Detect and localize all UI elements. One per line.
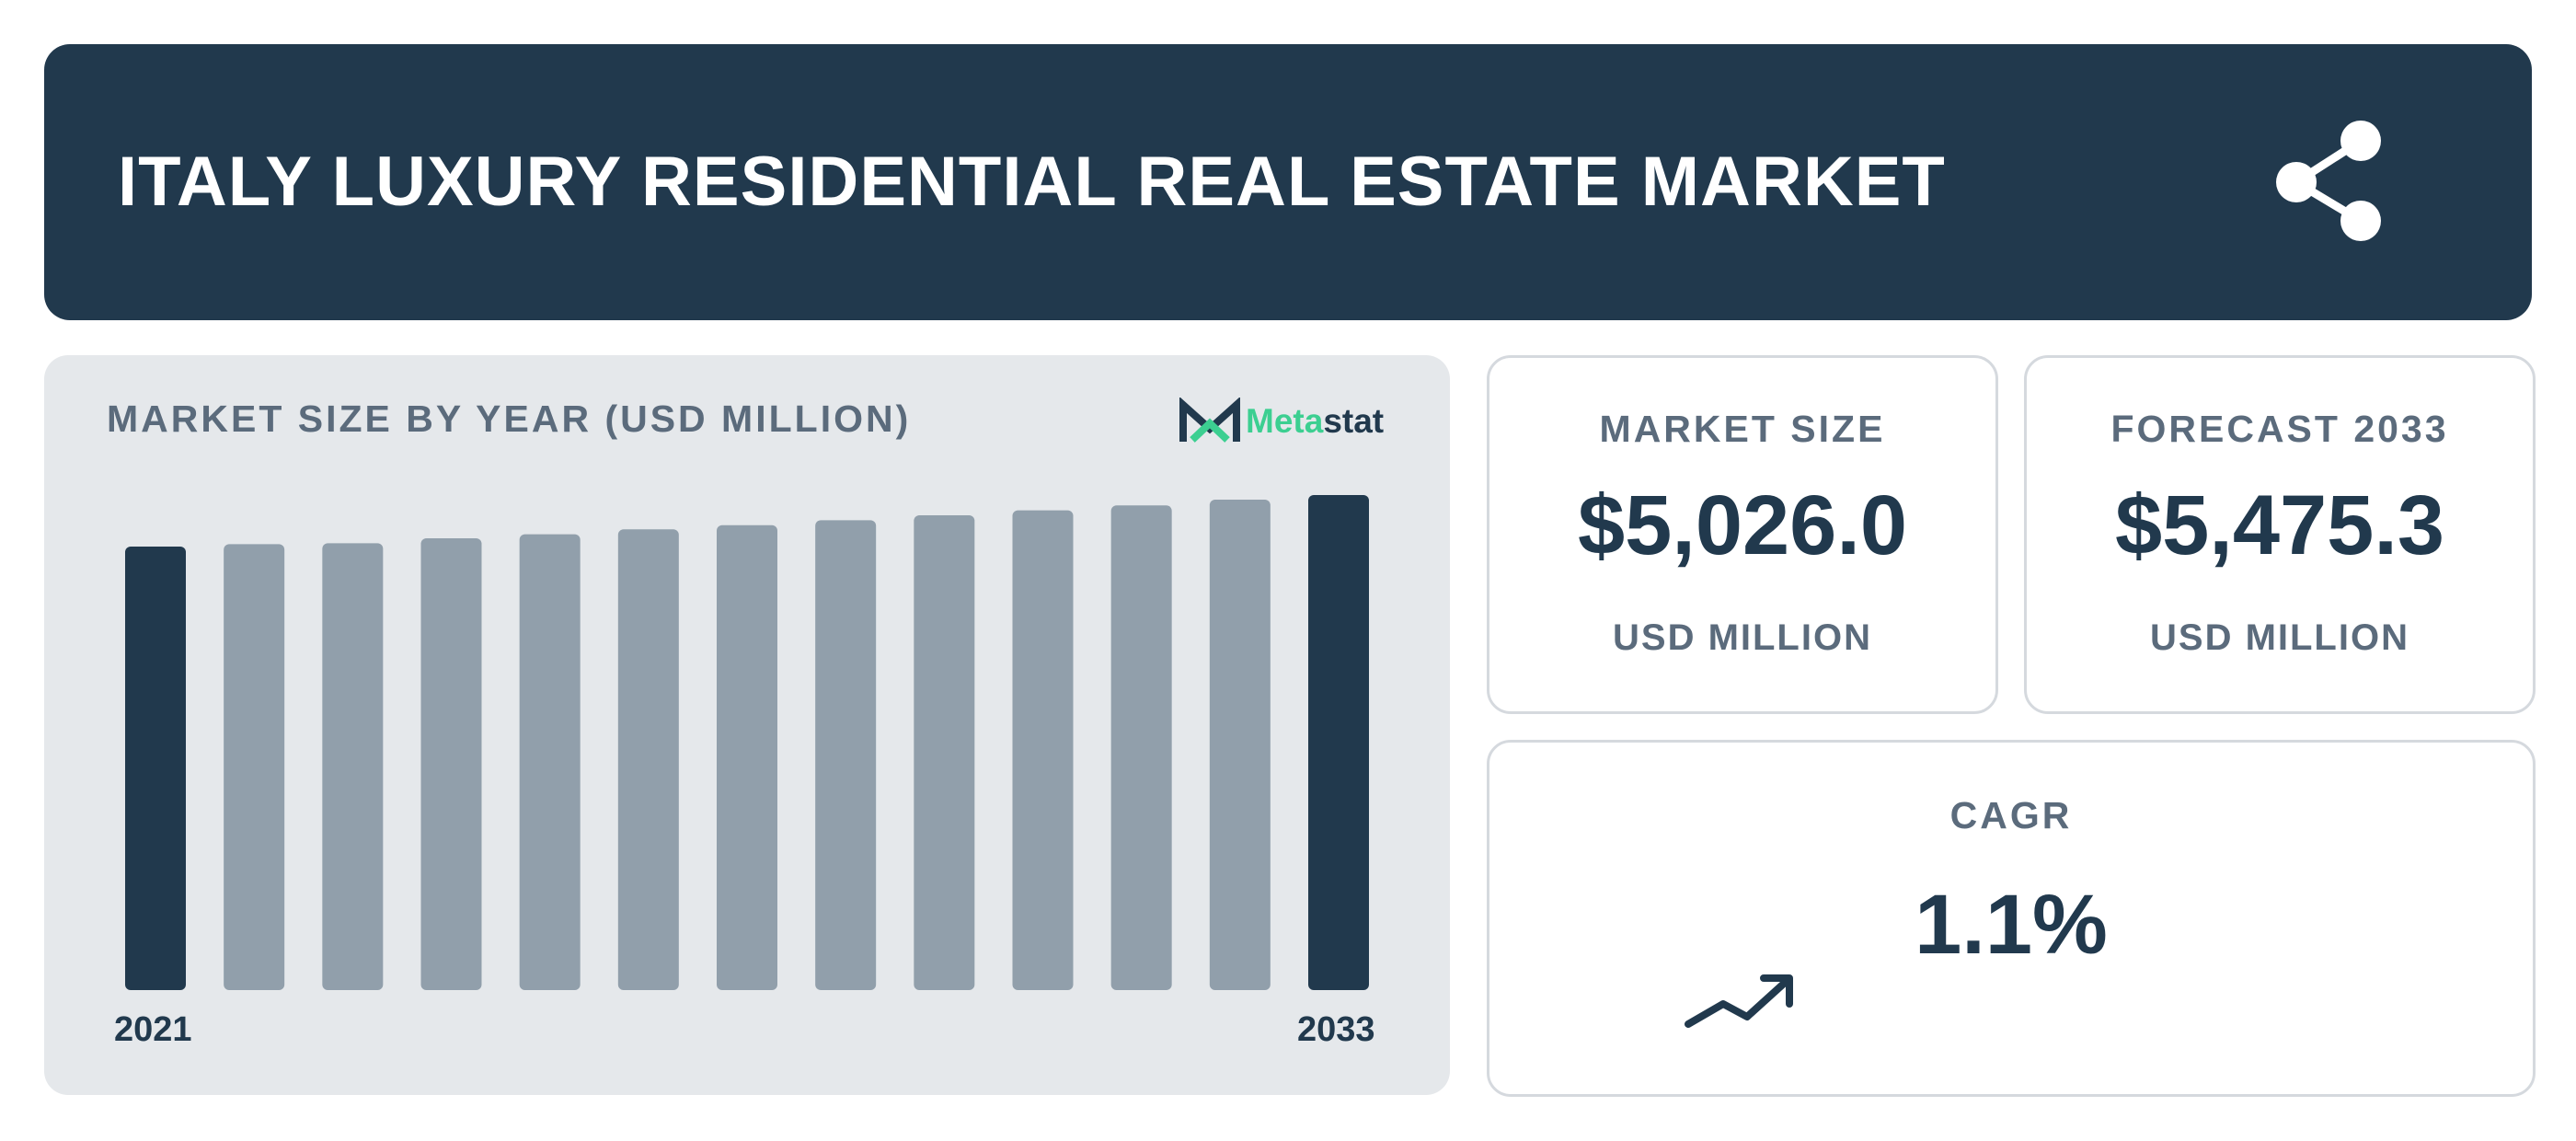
bar-2033 — [1308, 495, 1369, 990]
bar-2032 — [1209, 499, 1271, 990]
bar-2027 — [717, 524, 777, 990]
page-title: ITALY LUXURY RESIDENTIAL REAL ESTATE MAR… — [118, 143, 1946, 221]
x-tick-label-first: 2021 — [114, 1010, 192, 1049]
bar-2021 — [125, 547, 186, 990]
header-banner: ITALY LUXURY RESIDENTIAL REAL ESTATE MAR… — [44, 44, 2532, 320]
metastat-logo-icon — [1179, 398, 1240, 443]
market-size-card: MARKET SIZE $5,026.0 USD MILLION — [1487, 355, 1998, 714]
bar-2031 — [1110, 505, 1172, 990]
bar-chart — [125, 495, 1369, 990]
bar-2024 — [420, 538, 482, 990]
x-tick-label-last: 2033 — [1297, 1010, 1375, 1049]
bar-2029 — [914, 514, 975, 990]
logo-text: Metastat — [1246, 402, 1385, 440]
forecast-unit: USD MILLION — [2150, 617, 2409, 658]
bar-2022 — [224, 544, 285, 990]
bar-2030 — [1012, 510, 1074, 990]
bar-2028 — [815, 520, 877, 990]
bar-2023 — [322, 543, 384, 990]
bar-2026 — [617, 529, 679, 990]
trending-up-icon — [1685, 974, 1793, 1028]
forecast-value: $5,475.3 — [2114, 478, 2445, 572]
market-size-value: $5,026.0 — [1577, 478, 1908, 572]
cagr-card: CAGR 1.1% — [1487, 740, 2536, 1097]
chart-title: MARKET SIZE BY YEAR (USD MILLION) — [107, 398, 912, 440]
market-size-unit: USD MILLION — [1613, 617, 1872, 658]
metastat-logo: Metastat — [1178, 394, 1384, 449]
share-icon[interactable] — [2269, 118, 2398, 247]
bar-2025 — [519, 534, 581, 990]
forecast-card: FORECAST 2033 $5,475.3 USD MILLION — [2024, 355, 2536, 714]
cagr-value: 1.1% — [1915, 878, 2108, 972]
cagr-label: CAGR — [1949, 794, 2073, 836]
market-size-label: MARKET SIZE — [1599, 408, 1886, 450]
market-size-chart-panel: MARKET SIZE BY YEAR (USD MILLION) Metast… — [44, 355, 1450, 1095]
forecast-label: FORECAST 2033 — [2110, 408, 2449, 450]
